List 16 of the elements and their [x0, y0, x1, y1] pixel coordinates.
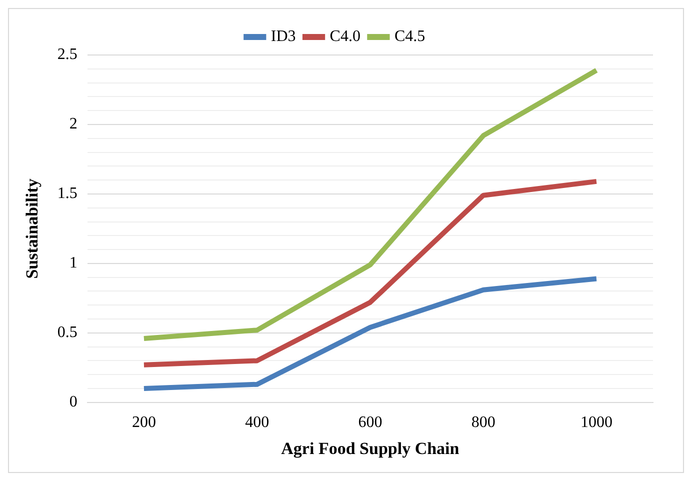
legend-label: ID3 [270, 28, 296, 46]
x-tick-label: 400 [245, 414, 270, 432]
x-axis-title: Agri Food Supply Chain [281, 439, 460, 458]
x-tick-label: 1000 [580, 414, 612, 432]
y-tick-label: 0 [69, 394, 78, 411]
y-tick-label: 2.5 [57, 46, 78, 64]
x-tick-label: 800 [471, 414, 496, 432]
x-tick-label: 200 [132, 414, 156, 432]
y-tick-label: 1 [69, 254, 78, 272]
y-axis-title: Sustainability [22, 178, 42, 279]
y-tick-label: 2 [69, 116, 78, 133]
legend-label: C4.0 [330, 28, 360, 46]
y-tick-label: 0.5 [57, 324, 78, 342]
y-tick-label: 1.5 [57, 185, 78, 202]
x-tick-label: 600 [358, 414, 382, 432]
legend-label: C4.5 [394, 28, 426, 46]
